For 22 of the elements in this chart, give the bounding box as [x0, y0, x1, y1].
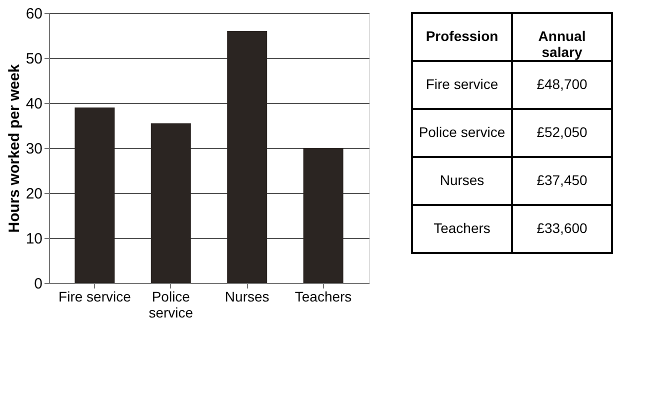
y-tick-label: 0: [34, 276, 42, 292]
text: £48,700: [536, 76, 588, 92]
x-tick-label: Nurses: [224, 288, 270, 304]
y-tick-label: 50: [26, 50, 42, 68]
x-tick-label: Fire service: [58, 288, 132, 304]
x-tick-label: Teachers: [294, 288, 352, 304]
text: £33,600: [536, 220, 588, 236]
text: £52,050: [536, 124, 588, 140]
category-label: Teachers: [434, 220, 490, 236]
text: Profession: [426, 28, 498, 44]
x-tick-label: Police service: [148, 288, 194, 320]
y-tick-label: 40: [26, 96, 42, 112]
y-axis-title: Hours worked per week: [6, 64, 23, 233]
text: Annual salary: [538, 28, 586, 60]
category-label: Nurses: [440, 172, 484, 188]
y-tick-label: 20: [26, 186, 42, 202]
y-tick-label: 60: [26, 6, 42, 22]
text: £37,450: [536, 172, 588, 188]
y-tick-label: 10: [26, 230, 42, 248]
category-label: Fire service: [426, 76, 498, 92]
y-tick-label: 30: [26, 140, 42, 158]
category-label: Police service: [418, 124, 506, 140]
